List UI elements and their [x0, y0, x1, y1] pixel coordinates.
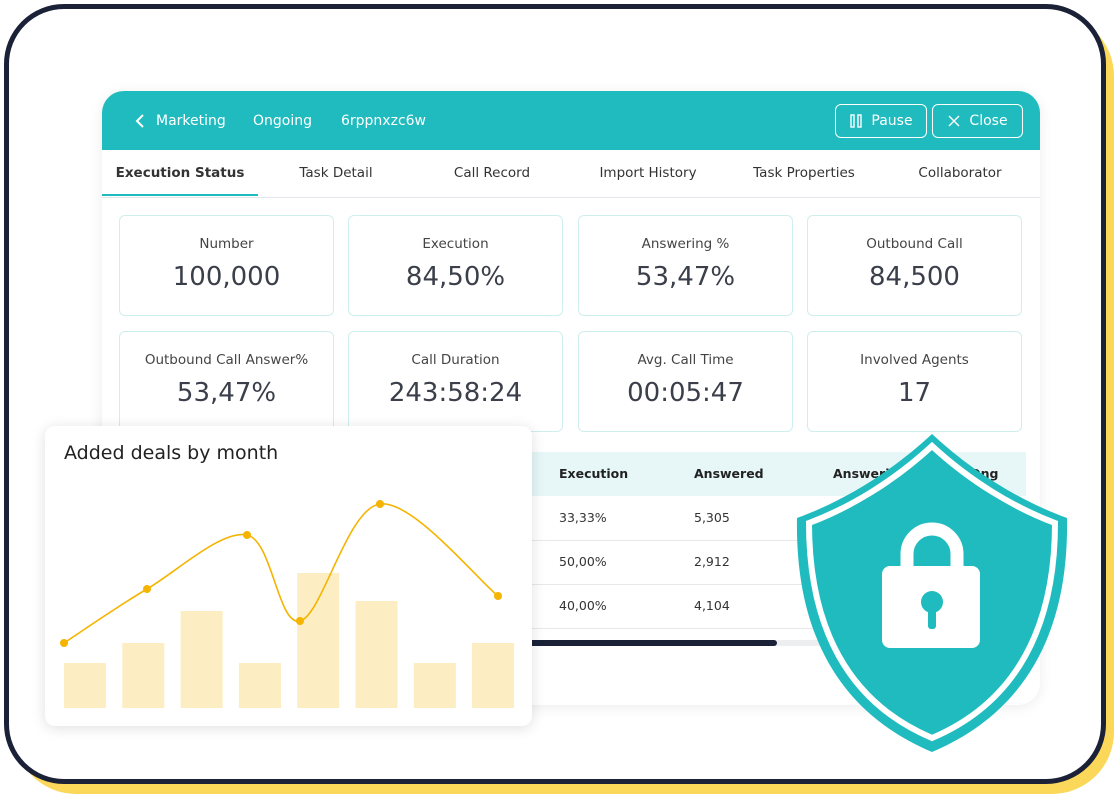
tab[interactable]: Task Detail	[299, 165, 373, 181]
line-point	[494, 592, 502, 600]
stat-value: 53,47%	[176, 378, 277, 408]
tab[interactable]: Import History	[599, 165, 697, 181]
stat-card: Execution 84,50%	[348, 215, 563, 316]
tab[interactable]: Collaborator	[918, 165, 1002, 181]
stat-label: Call Duration	[411, 352, 500, 368]
close-button[interactable]: Close	[932, 104, 1023, 138]
bar	[413, 663, 456, 708]
tab[interactable]: Task Properties	[753, 165, 855, 181]
stat-value: 84,500	[869, 262, 960, 292]
column-header: Answered	[694, 466, 764, 481]
table-row: 33,33% 5,305	[118, 496, 1026, 541]
top-bar: Marketing Ongoing 6rppnxzc6w Pause Close	[102, 91, 1040, 150]
table-cell: 2,912	[694, 554, 730, 569]
table-row: 50,00% 2,912	[118, 540, 1026, 585]
back-link[interactable]: Marketing	[156, 113, 226, 129]
column-header: Execution	[559, 466, 629, 481]
stat-label: Outbound Call Answer%	[144, 352, 309, 368]
line	[63, 503, 499, 644]
stat-value: 100,000	[172, 262, 281, 292]
chart-title: Added deals by month	[64, 442, 279, 464]
stat-value: 243:58:24	[388, 378, 523, 408]
stat-card: Number 100,000	[119, 215, 334, 316]
stat-label: Answering %	[641, 236, 730, 252]
pause-label: Pause	[871, 113, 913, 129]
bar	[355, 601, 398, 708]
stat-label: Involved Agents	[860, 352, 969, 368]
stat-card: Call Duration 243:58:24	[348, 331, 563, 432]
line-point	[143, 585, 151, 593]
table-cell: 40,00%	[559, 598, 607, 613]
table-cell: 33,33%	[559, 510, 607, 525]
tab[interactable]: Execution Status	[115, 165, 245, 181]
bar	[297, 573, 340, 708]
bar	[238, 663, 281, 708]
stat-card: Avg. Call Time 00:05:47	[578, 331, 793, 432]
stat-value: 17	[897, 378, 932, 408]
stat-card: Outbound Call Answer% 53,47%	[119, 331, 334, 432]
active-tab-indicator	[102, 194, 258, 196]
deals-chart-card: Added deals by month	[45, 426, 532, 726]
stat-label: Number	[199, 236, 254, 252]
table-cell: 5,305	[694, 510, 730, 525]
close-label: Close	[969, 113, 1008, 129]
scrollbar-thumb[interactable]	[482, 640, 777, 646]
status: Ongoing	[253, 113, 312, 129]
tab[interactable]: Call Record	[453, 165, 531, 181]
task-id: 6rppnxzc6w	[341, 113, 426, 129]
close-icon	[948, 115, 960, 127]
table-row: 40,00% 4,104	[118, 584, 1026, 629]
table-cell: 50,00%	[559, 554, 607, 569]
table-cell: 4,104	[694, 598, 730, 613]
stat-label: Avg. Call Time	[637, 352, 734, 368]
line-point	[60, 639, 68, 647]
stat-label: Outbound Call	[866, 236, 963, 252]
pause-button[interactable]: Pause	[835, 104, 927, 138]
line-point	[296, 617, 304, 625]
stat-label: Execution	[422, 236, 489, 252]
stat-value: 84,50%	[405, 262, 506, 292]
bar	[64, 663, 106, 708]
stat-card: Answering % 53,47%	[578, 215, 793, 316]
pause-icon	[850, 114, 863, 128]
deals-chart	[60, 500, 515, 708]
line-point	[376, 500, 384, 508]
stat-value: 53,47%	[635, 262, 736, 292]
stat-card: Involved Agents 17	[807, 331, 1022, 432]
tabs: Execution Status Task Detail Call Record Im…	[102, 150, 1040, 198]
stat-value: 00:05:47	[627, 378, 744, 408]
bar	[472, 643, 515, 708]
bar	[180, 611, 223, 708]
bar	[122, 643, 165, 708]
line-point	[243, 531, 251, 539]
stat-card: Outbound Call 84,500	[807, 215, 1022, 316]
shield-icon	[796, 434, 1068, 752]
back-icon[interactable]	[134, 113, 146, 129]
